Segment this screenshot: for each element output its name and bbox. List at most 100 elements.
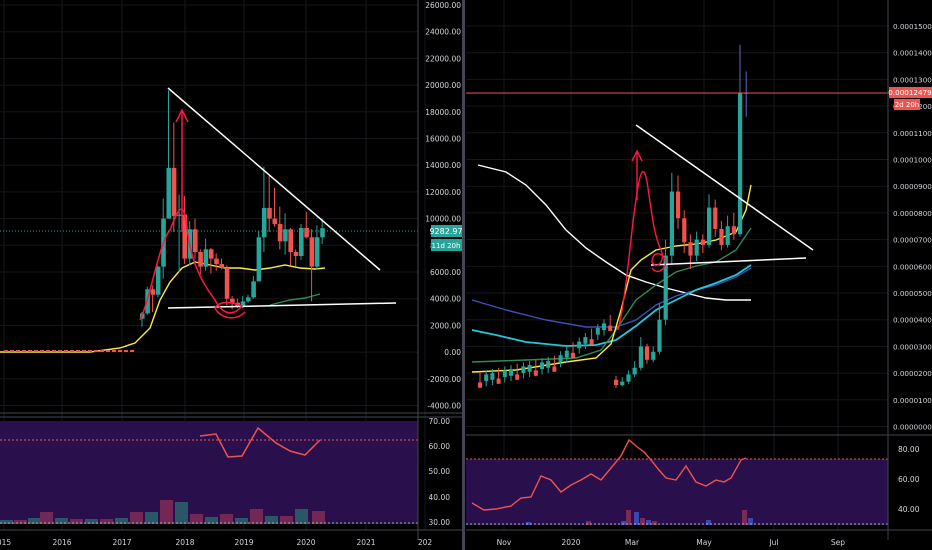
left-candle (272, 218, 278, 224)
left-volume-bar (265, 516, 278, 524)
left-time-tick: 2017 (112, 538, 131, 547)
right-candle (700, 239, 705, 245)
left-volume-bar (28, 518, 41, 524)
right-volume-bar (742, 510, 747, 525)
left-volume-bar (312, 511, 325, 524)
left-candle-early (124, 350, 128, 352)
left-volume-bar (145, 512, 158, 524)
right-ma-blue (471, 267, 752, 328)
left-candle (145, 289, 150, 314)
left-volume-bar (14, 520, 27, 524)
right-candle (725, 226, 730, 245)
left-price-tick: 0.00 (444, 348, 461, 357)
right-arrow-head-icon (631, 149, 643, 162)
left-volume-bar (280, 516, 293, 524)
right-candle (738, 92, 743, 235)
right-volume-bar (626, 510, 631, 525)
right-time-tick: May (696, 538, 712, 547)
right-countdown-tag (894, 99, 920, 110)
right-candle (589, 339, 594, 345)
left-descending-trendline (167, 87, 381, 271)
right-time-tick: Nov (497, 538, 512, 547)
left-candle-early (130, 350, 134, 352)
left-chart-pane[interactable]: 26000.00 24000.00 22000.00 20000.00 18000.00… (0, 0, 462, 550)
left-candle (208, 249, 214, 259)
left-candle (166, 167, 172, 219)
left-candle-early (76, 350, 80, 352)
left-price-tick: 10000.00 (425, 215, 461, 224)
right-support-line (650, 257, 807, 266)
left-price-tick: -2000.00 (427, 375, 461, 384)
right-countdown-text: 2d 20h (895, 101, 919, 109)
left-volume-bar (250, 509, 263, 524)
right-candle (645, 346, 650, 360)
left-candle (320, 228, 325, 238)
right-candle (558, 355, 563, 362)
right-candle (669, 191, 674, 256)
right-volume-bar (646, 520, 651, 525)
left-time-tick: 2020 (296, 538, 315, 547)
right-candle (478, 382, 482, 388)
right-rsi-tick: 60.00 (898, 475, 920, 484)
right-candle (626, 374, 631, 382)
left-price-tick: 14000.00 (425, 161, 461, 170)
right-candle (657, 319, 662, 352)
left-rsi-line (199, 426, 321, 458)
left-candle (314, 237, 320, 267)
left-candle (304, 227, 309, 238)
right-candle (521, 366, 526, 374)
left-candle (230, 298, 235, 303)
left-price-tick: 12000.00 (425, 188, 461, 197)
right-rsi-tick: 40.00 (898, 505, 920, 514)
pane-separator[interactable] (462, 0, 465, 550)
left-candle (177, 214, 182, 216)
left-countdown-text: 11d 20h (432, 242, 461, 250)
right-chart-pane[interactable]: 0.000150000.000140000.000130000.00012000… (466, 0, 932, 550)
right-candle (496, 378, 501, 384)
left-price-tick: 16000.00 (425, 135, 461, 144)
left-volume-bar (295, 509, 308, 524)
right-candle (533, 370, 538, 376)
right-candle (595, 327, 600, 335)
right-candle (663, 255, 668, 320)
left-last-price-text: 9282.97 (429, 227, 462, 236)
left-price-tick: -4000.00 (427, 402, 461, 411)
right-candle (509, 369, 513, 376)
left-rsi-tick: 50.00 (429, 467, 451, 476)
right-volume-bar (640, 518, 645, 525)
right-ma-white (477, 164, 751, 301)
left-candle (256, 237, 262, 282)
right-candle (614, 379, 619, 386)
right-time-tick: Sep (831, 538, 845, 547)
left-volume-bar (190, 514, 203, 524)
left-price-tick: 2000.00 (430, 321, 461, 330)
right-time-tick: Jul (768, 538, 778, 547)
left-candle (309, 237, 315, 267)
right-price-tick: 0.00000000 (893, 423, 932, 432)
left-candle (150, 289, 156, 295)
left-countdown-tag (431, 239, 462, 251)
left-candle-early (4, 350, 8, 352)
right-candle (571, 352, 575, 359)
left-volume-bar (40, 512, 53, 524)
right-ma-green (471, 227, 752, 363)
right-candle (688, 242, 693, 256)
right-candle (577, 341, 582, 349)
left-volume-bar (0, 520, 13, 524)
right-candle (502, 370, 507, 378)
left-rsi-tick: 40.00 (429, 493, 451, 502)
left-time-tick: 2021 (356, 538, 375, 547)
right-volume-bar (706, 520, 711, 525)
left-candle (203, 249, 209, 267)
